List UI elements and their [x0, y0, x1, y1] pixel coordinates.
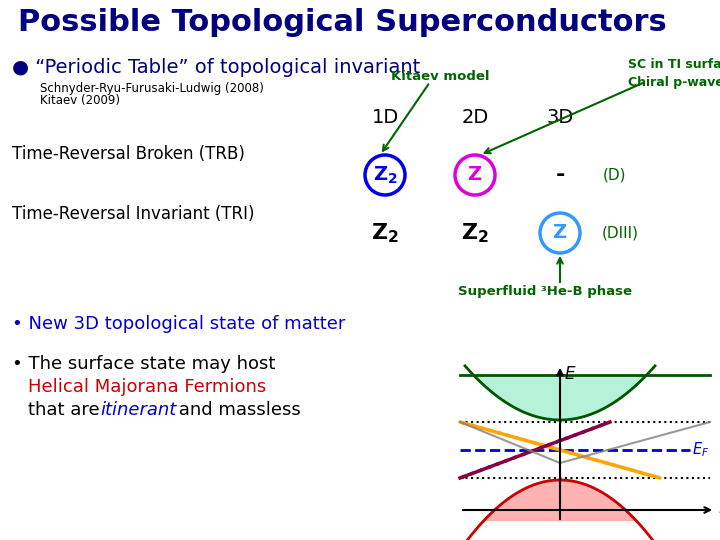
Text: Helical Majorana Fermions: Helical Majorana Fermions	[28, 378, 266, 396]
Text: 2D: 2D	[462, 108, 489, 127]
Text: Possible Topological Superconductors: Possible Topological Superconductors	[18, 8, 667, 37]
Text: $\mathbf{Z_2}$: $\mathbf{Z_2}$	[461, 221, 489, 245]
Text: $\mathbf{Z_2}$: $\mathbf{Z_2}$	[373, 164, 397, 186]
Text: ● “Periodic Table” of topological invariant: ● “Periodic Table” of topological invari…	[12, 58, 420, 77]
Text: Time-Reversal Invariant (TRI): Time-Reversal Invariant (TRI)	[12, 205, 254, 223]
Text: Kitaev model: Kitaev model	[391, 70, 490, 83]
Text: itinerant: itinerant	[100, 401, 176, 419]
Text: Time-Reversal Broken (TRB): Time-Reversal Broken (TRB)	[12, 145, 245, 163]
Text: Schnyder-Ryu-Furusaki-Ludwig (2008): Schnyder-Ryu-Furusaki-Ludwig (2008)	[40, 82, 264, 95]
Text: Kitaev (2009): Kitaev (2009)	[40, 94, 120, 107]
Text: Superfluid ³He-B phase: Superfluid ³He-B phase	[458, 285, 632, 298]
Text: • New 3D topological state of matter: • New 3D topological state of matter	[12, 315, 346, 333]
Text: (D): (D)	[603, 167, 626, 183]
Text: $\mathbf{Z}$: $\mathbf{Z}$	[467, 165, 482, 185]
Text: and massless: and massless	[173, 401, 301, 419]
Text: that are: that are	[28, 401, 105, 419]
Text: SC in TI surface
Chiral p-wave: SC in TI surface Chiral p-wave	[628, 58, 720, 89]
Text: $\mathbf{Z}$: $\mathbf{Z}$	[552, 224, 567, 242]
Text: $\mathbf{Z_2}$: $\mathbf{Z_2}$	[371, 221, 399, 245]
Text: 1D: 1D	[372, 108, 399, 127]
Text: $E_F$: $E_F$	[692, 441, 709, 460]
Text: • The surface state may host: • The surface state may host	[12, 355, 275, 373]
Text: -: -	[555, 165, 564, 185]
Text: 3D: 3D	[546, 108, 574, 127]
Text: (DIII): (DIII)	[601, 226, 639, 240]
Text: $E$: $E$	[564, 365, 577, 383]
Text: $k_y$: $k_y$	[718, 498, 720, 522]
